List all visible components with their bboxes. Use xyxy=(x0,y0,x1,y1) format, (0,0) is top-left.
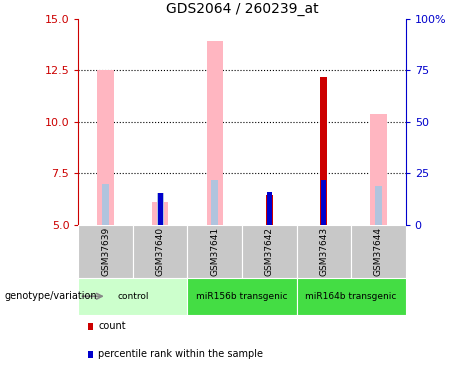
Text: percentile rank within the sample: percentile rank within the sample xyxy=(98,350,263,359)
Bar xyxy=(296,278,406,315)
Text: genotype/variation: genotype/variation xyxy=(5,291,97,301)
Text: miR156b transgenic: miR156b transgenic xyxy=(196,292,288,301)
Bar xyxy=(370,114,387,225)
Bar xyxy=(321,180,326,225)
Text: GSM37644: GSM37644 xyxy=(374,227,383,276)
Text: GSM37640: GSM37640 xyxy=(156,226,165,276)
Bar xyxy=(266,195,273,225)
Text: control: control xyxy=(117,292,148,301)
Bar xyxy=(102,184,109,225)
Text: GSM37642: GSM37642 xyxy=(265,227,274,276)
Bar xyxy=(97,70,114,225)
Bar xyxy=(158,193,163,225)
Bar xyxy=(267,192,272,225)
Bar xyxy=(152,202,168,225)
Bar xyxy=(211,180,219,225)
Text: GSM37641: GSM37641 xyxy=(210,226,219,276)
Text: GSM37639: GSM37639 xyxy=(101,226,110,276)
Bar xyxy=(296,225,351,278)
Bar xyxy=(375,186,382,225)
Bar xyxy=(188,225,242,278)
Bar xyxy=(242,225,296,278)
Text: GSM37643: GSM37643 xyxy=(319,226,328,276)
Bar xyxy=(78,278,188,315)
Text: count: count xyxy=(98,321,126,331)
Title: GDS2064 / 260239_at: GDS2064 / 260239_at xyxy=(165,2,319,16)
Bar xyxy=(133,225,188,278)
Bar xyxy=(78,225,133,278)
Bar xyxy=(157,193,164,225)
Bar xyxy=(320,76,327,225)
Bar xyxy=(320,180,327,225)
Bar xyxy=(351,225,406,278)
Bar xyxy=(207,42,223,225)
Text: miR164b transgenic: miR164b transgenic xyxy=(306,292,397,301)
Bar xyxy=(188,278,296,315)
